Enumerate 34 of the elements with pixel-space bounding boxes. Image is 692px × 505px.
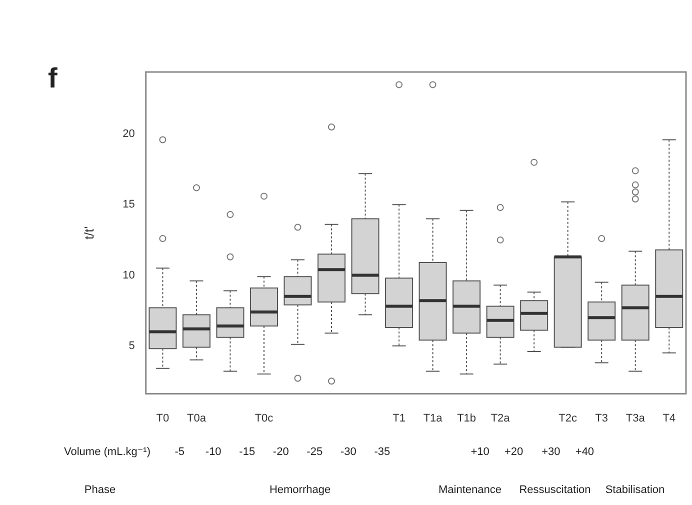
x-tick-label: T1b xyxy=(457,412,476,424)
y-axis-title: t/t' xyxy=(81,226,96,240)
text: -30 xyxy=(340,446,356,458)
y-tick-label: 5 xyxy=(128,340,135,352)
x-tick-label: T0 xyxy=(156,412,170,424)
text: -20 xyxy=(272,446,289,458)
text: -10 xyxy=(205,446,222,458)
text: -25 xyxy=(306,446,323,458)
text: -5 xyxy=(174,446,184,458)
text: +10 xyxy=(470,446,490,458)
chart-title: f xyxy=(48,62,58,94)
y-tick-label: 10 xyxy=(122,269,135,282)
text: Maintenance xyxy=(438,484,502,496)
text: -15 xyxy=(239,446,256,458)
x-tick-label: T2a xyxy=(490,412,511,424)
text: Ressuscitation xyxy=(519,484,591,496)
x-tick-label: T2c xyxy=(558,412,578,424)
y-tick-label: 15 xyxy=(122,198,135,211)
text: +40 xyxy=(575,446,594,458)
x-tick-label: T3 xyxy=(595,412,608,424)
text: Volume (mL.kg⁻¹) xyxy=(64,446,150,458)
text: -35 xyxy=(374,446,390,458)
x-tick-label: T4 xyxy=(662,412,676,424)
text: Stabilisation xyxy=(605,484,665,496)
text: Phase xyxy=(84,484,116,496)
x-tick-label: T3a xyxy=(626,412,646,424)
text: +30 xyxy=(542,446,560,458)
x-tick-label: T1 xyxy=(392,412,406,424)
text: +20 xyxy=(504,446,524,458)
text: Hemorrhage xyxy=(269,484,331,496)
x-tick-label: T1a xyxy=(423,412,444,424)
y-tick-label: 20 xyxy=(122,128,135,140)
x-tick-label: T0c xyxy=(254,412,274,424)
x-tick-label: T0a xyxy=(186,412,207,424)
